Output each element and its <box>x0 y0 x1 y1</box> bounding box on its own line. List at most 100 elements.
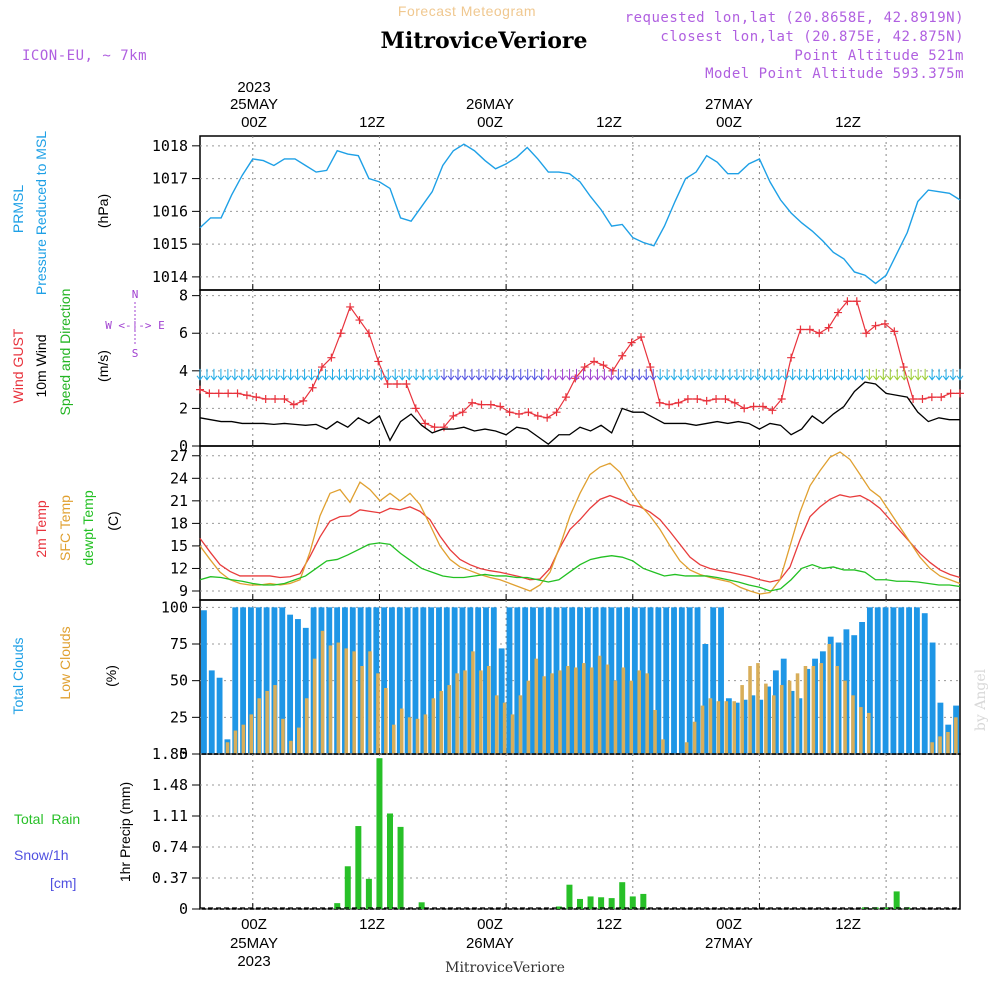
total-cloud-bar <box>279 607 286 754</box>
wind-direction-arrow <box>336 368 343 381</box>
total-cloud-bar <box>796 698 803 754</box>
total-cloud-bar <box>514 607 521 754</box>
bottom-hour-label-6: 12Z <box>835 916 861 933</box>
rain-bar <box>376 758 383 909</box>
wind-ytick-label-0: 0 <box>179 437 188 455</box>
gust-marker <box>317 363 326 372</box>
wind-direction-arrow <box>217 368 225 381</box>
total-cloud-bar <box>577 607 583 754</box>
gust-marker <box>693 395 702 404</box>
wind-direction-arrow <box>517 368 525 381</box>
low-cloud-bar <box>740 685 744 754</box>
total-cloud-bar <box>420 607 427 754</box>
wind-direction-arrow <box>245 368 253 381</box>
low-cloud-bar <box>708 698 713 754</box>
rain-bar <box>893 891 900 909</box>
wind-direction-arrow <box>545 368 553 381</box>
cloud-side-labels: Total Clouds Low Clouds (%) <box>10 626 119 714</box>
pressure-frame <box>199 135 961 291</box>
low-cloud-bar <box>692 721 697 754</box>
wind-direction-arrow <box>391 368 399 381</box>
precip-ytick-label-1: 0.37 <box>152 869 188 887</box>
wind-direction-arrow <box>287 368 295 381</box>
wind-direction-arrow <box>405 368 413 381</box>
gust-marker <box>590 357 599 366</box>
wind-direction-arrow <box>384 368 392 381</box>
top-hour-label-3: 00Z <box>477 114 503 131</box>
bottom-date-label-3: 27MAY <box>705 935 753 952</box>
wind-direction-arrow <box>796 368 804 381</box>
low-cloud-bar <box>621 667 626 754</box>
low-cloud-bar <box>859 707 863 754</box>
total-cloud-bar <box>851 635 858 754</box>
wind-direction-arrow <box>852 368 859 381</box>
wind-direction-arrow <box>810 368 817 381</box>
wind-direction-arrow <box>301 368 308 381</box>
wind-direction-arrow <box>775 368 783 381</box>
wind-direction-arrow <box>831 368 838 381</box>
total-cloud-bar <box>436 607 442 754</box>
gust-marker <box>899 363 908 372</box>
low-cloud-bar <box>787 680 792 754</box>
total-cloud-bar <box>671 607 677 754</box>
rain-bar <box>418 902 425 909</box>
wind-direction-arrow <box>824 368 831 381</box>
wind-direction-arrow <box>649 368 657 381</box>
low-cloud-bar <box>574 667 578 754</box>
wind-direction-arrow <box>817 368 824 381</box>
closest-coords: closest lon,lat (20.875E, 42.875N) <box>660 29 964 45</box>
clouds-ytick-label-3: 75 <box>170 635 188 653</box>
wind-direction-arrow <box>928 368 936 381</box>
low-cloud-bar <box>297 727 301 754</box>
total-cloud-bar <box>561 607 568 754</box>
wind-direction-arrow <box>803 368 811 381</box>
model-point-altitude: Model Point Altitude 593.375m <box>705 66 964 82</box>
wind-direction-arrow <box>363 368 371 381</box>
clouds-ytick-label-2: 50 <box>170 672 188 690</box>
wind-direction-arrow <box>698 368 706 381</box>
wind-direction-arrow <box>635 368 643 381</box>
gust-marker <box>299 396 308 405</box>
wind-direction-arrow <box>628 368 636 381</box>
wind-direction-arrow <box>768 368 776 381</box>
total-cloud-bar <box>287 614 294 754</box>
gust-marker <box>665 400 674 409</box>
gust-marker <box>289 400 298 409</box>
wind-direction-arrow <box>956 368 964 381</box>
top-hour-label-6: 12Z <box>835 114 861 131</box>
total-cloud-bar <box>624 607 630 754</box>
low-cloud-bar <box>756 663 760 754</box>
top-date-label-2: 26MAY <box>466 96 514 113</box>
low-cloud-bar <box>550 673 554 754</box>
gust-label: Wind GUST <box>10 328 26 403</box>
wind-direction-arrow <box>370 368 378 381</box>
gust-marker <box>608 366 617 375</box>
total-cloud-bar <box>248 607 254 754</box>
precip-ytick-label-4: 1.48 <box>152 776 188 794</box>
total-cloud-bar <box>733 702 740 754</box>
total-cloud-bar <box>686 607 693 754</box>
total-cloud-bar <box>890 607 897 754</box>
wind-direction-arrow <box>684 368 692 381</box>
gust-marker <box>683 395 692 404</box>
low-cloud-bar <box>597 655 602 754</box>
wind-direction-arrow <box>663 368 671 381</box>
low-cloud-bar <box>423 714 428 754</box>
bottom-hour-label-1: 00Z <box>241 916 267 933</box>
temp-ytick-label-1: 12 <box>170 559 188 577</box>
rain-bar <box>608 898 615 909</box>
low-cloud-bar <box>479 670 483 754</box>
temp-series-1 <box>199 451 961 595</box>
footer-location: MitroviceVeriore <box>445 960 565 976</box>
low-cloud-bar <box>273 685 277 754</box>
low-cloud-bar <box>368 651 372 754</box>
gust-marker <box>515 410 524 419</box>
wind-direction-arrow <box>914 368 922 381</box>
wind-direction-arrow <box>949 368 957 381</box>
low-cloud-bar <box>233 730 238 754</box>
wind-direction-arrow <box>273 368 281 381</box>
gust-marker <box>374 357 383 366</box>
total-cloud-bar <box>600 607 607 754</box>
wind-direction-arrow <box>559 368 566 381</box>
wind-direction-arrow <box>196 368 204 381</box>
